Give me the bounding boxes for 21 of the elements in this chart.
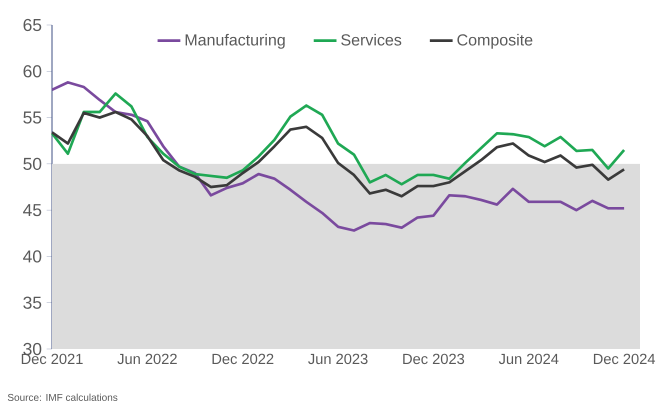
x-tick-label: Jun 2022 xyxy=(117,354,177,364)
y-tick-label: 35 xyxy=(23,296,42,309)
legend-label: Manufacturing xyxy=(186,34,285,49)
y-tick-label: 50 xyxy=(23,158,42,170)
line-series xyxy=(50,110,626,198)
y-tick-label: 65 xyxy=(24,18,42,32)
x-tick-label: Jun 2024 xyxy=(498,354,558,364)
y-tick-label: 40 xyxy=(23,250,42,263)
y-tick-label: 30 xyxy=(23,342,42,356)
line-series xyxy=(50,92,626,186)
x-tick-label: Dec 2023 xyxy=(403,354,464,364)
x-tick-label: Dec 2024 xyxy=(594,354,656,364)
legend-label: Composite xyxy=(457,34,532,49)
y-tick-label: 55 xyxy=(23,112,42,124)
source-note: Source: IMF calculations xyxy=(8,394,118,401)
y-tick-label: 60 xyxy=(24,65,42,78)
y-tick-label: 45 xyxy=(23,204,42,216)
x-tick-label: Dec 2021 xyxy=(22,354,83,364)
x-tick-label: Jun 2023 xyxy=(308,354,368,364)
legend-label: Services xyxy=(341,34,402,46)
x-tick-label: Dec 2022 xyxy=(212,354,274,364)
